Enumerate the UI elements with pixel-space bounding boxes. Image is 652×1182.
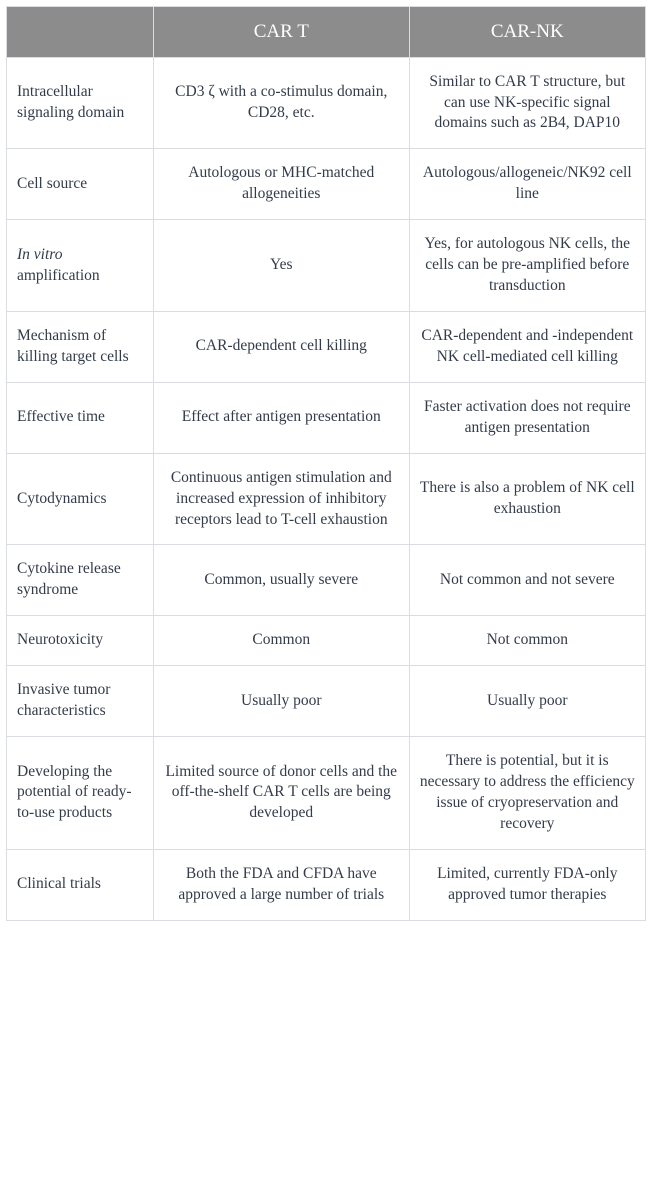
row-carnk: Not common [409,616,645,666]
header-cart: CAR T [153,7,409,58]
row-cart: CAR-dependent cell killing [153,312,409,383]
row-label: Clinical trials [7,849,154,920]
row-cart: Common, usually severe [153,545,409,616]
row-cart: CD3 ζ with a co-stimulus domain, CD28, e… [153,57,409,149]
row-cart: Usually poor [153,666,409,737]
table-row: In vitro amplification Yes Yes, for auto… [7,220,646,312]
comparison-table: CAR T CAR-NK Intracellular signaling dom… [6,6,646,921]
row-cart: Yes [153,220,409,312]
row-cart: Effect after antigen presentation [153,382,409,453]
table-row: Intracellular signaling domain CD3 ζ wit… [7,57,646,149]
table-row: Developing the potential of ready-to-use… [7,737,646,850]
row-label: Neurotoxicity [7,616,154,666]
header-blank [7,7,154,58]
row-carnk: Autologous/allogeneic/NK92 cell line [409,149,645,220]
table-row: Mechanism of killing target cells CAR-de… [7,312,646,383]
row-cart: Continuous antigen stimulation and incre… [153,453,409,545]
table-row: Effective time Effect after antigen pres… [7,382,646,453]
row-label-rest: amplification [17,267,100,284]
table-row: Cytokine release syndrome Common, usuall… [7,545,646,616]
table-row: Cell source Autologous or MHC-matched al… [7,149,646,220]
row-carnk: There is also a problem of NK cell exhau… [409,453,645,545]
row-label: Intracellular signaling domain [7,57,154,149]
row-carnk: Limited, currently FDA-only approved tum… [409,849,645,920]
row-cart: Common [153,616,409,666]
row-label: Effective time [7,382,154,453]
row-label: Invasive tumor characteristics [7,666,154,737]
row-cart: Both the FDA and CFDA have approved a la… [153,849,409,920]
row-label: Cytokine release syndrome [7,545,154,616]
row-label: Mechanism of killing target cells [7,312,154,383]
table-row: Neurotoxicity Common Not common [7,616,646,666]
row-label: Cell source [7,149,154,220]
table-row: Invasive tumor characteristics Usually p… [7,666,646,737]
row-carnk: Faster activation does not require antig… [409,382,645,453]
row-cart: Autologous or MHC-matched allogeneities [153,149,409,220]
table-header-row: CAR T CAR-NK [7,7,646,58]
table-row: Cytodynamics Continuous antigen stimulat… [7,453,646,545]
row-label: In vitro amplification [7,220,154,312]
row-carnk: There is potential, but it is necessary … [409,737,645,850]
table-row: Clinical trials Both the FDA and CFDA ha… [7,849,646,920]
row-label-italic: In vitro [17,246,63,263]
row-carnk: Usually poor [409,666,645,737]
row-carnk: Similar to CAR T structure, but can use … [409,57,645,149]
row-cart: Limited source of donor cells and the of… [153,737,409,850]
row-carnk: Yes, for autologous NK cells, the cells … [409,220,645,312]
row-carnk: CAR-dependent and -independent NK cell-m… [409,312,645,383]
row-carnk: Not common and not severe [409,545,645,616]
header-carnk: CAR-NK [409,7,645,58]
row-label: Cytodynamics [7,453,154,545]
row-label: Developing the potential of ready-to-use… [7,737,154,850]
